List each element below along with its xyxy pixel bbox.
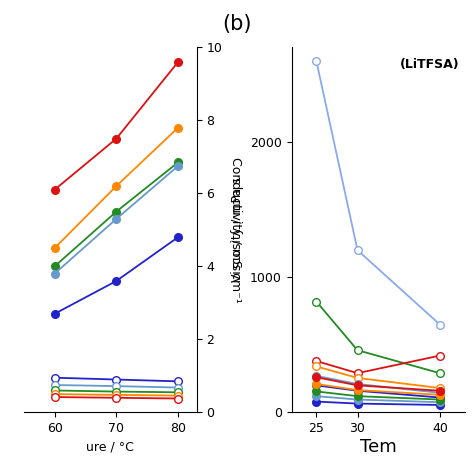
X-axis label: Tem: Tem	[360, 438, 396, 456]
X-axis label: ure / °C: ure / °C	[86, 441, 134, 454]
Y-axis label: Viscosity / mPa s: Viscosity / mPa s	[231, 178, 245, 282]
Y-axis label: Conductivity / mS cm⁻¹: Conductivity / mS cm⁻¹	[228, 157, 242, 303]
Text: (b): (b)	[222, 14, 252, 34]
Text: (LiTFSA): (LiTFSA)	[400, 58, 459, 72]
